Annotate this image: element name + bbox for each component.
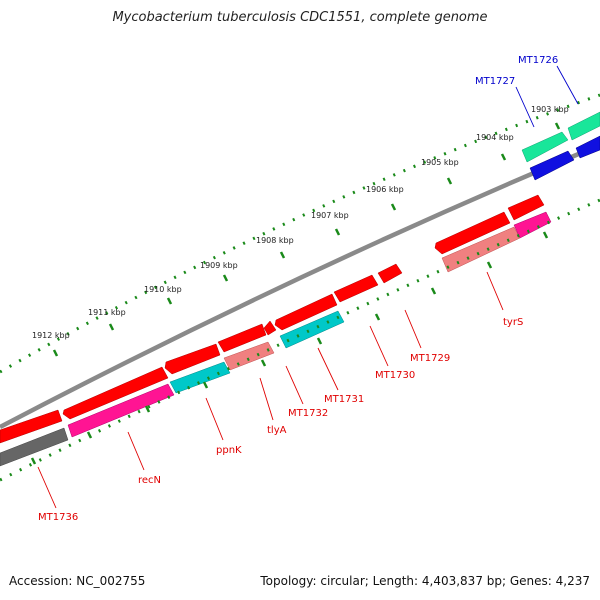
gene-label-recn: recN [138,475,161,486]
gene-mt1736 [0,409,63,444]
gene-mt1726 [567,111,600,141]
kbp-label-1909: 1909 kbp [200,261,238,270]
gene-mt1726-cds [575,135,600,159]
gene-label-mt1731: MT1731 [324,394,364,405]
kbp-label-1908: 1908 kbp [256,236,294,245]
gene-label-mt1726: MT1726 [518,55,558,66]
gene-label-mt1727: MT1727 [475,76,515,87]
feature-mt1736 [0,427,69,467]
feature-ppnk [169,361,231,394]
genome-summary-text: Topology: circular; Length: 4,403,837 bp… [260,574,590,588]
kbp-label-1906: 1906 kbp [366,185,404,194]
kbp-label-1904: 1904 kbp [476,133,514,142]
gene-mt1727 [521,131,569,163]
gene-label-mt1732: MT1732 [288,408,328,419]
gene-label-tlya: tlyA [267,425,287,436]
gene-mt1727-cds [529,150,575,181]
gene-tlya [217,323,267,353]
gene-label-mt1729: MT1729 [410,353,450,364]
gene-label-mt1730: MT1730 [375,370,415,381]
inner-major-ticks [30,231,549,465]
leader-lines-red [37,271,504,509]
feature-tlya [223,341,275,371]
gene-ppnk [164,343,221,375]
kbp-label-1903: 1903 kbp [531,105,569,114]
gene-tyrs-adjacent [507,194,545,221]
kbp-label-1907: 1907 kbp [311,211,349,220]
gene-label-ppnk: ppnK [216,445,242,456]
leader-lines-blue [515,65,579,128]
genome-backbone [0,142,600,429]
accession-text: Accession: NC_002755 [9,574,146,588]
gene-tyrs-upper [434,211,511,255]
gene-mt1731 [274,293,338,331]
kbp-label-1911: 1911 kbp [88,308,126,317]
gene-label-tyrs: tyrS [503,317,523,328]
gene-label-mt1736: MT1736 [38,512,78,523]
gene-mt1729 [377,263,403,284]
gene-mt1732 [263,320,277,336]
feature-tyrs-adjacent [513,211,552,239]
kbp-label-1910: 1910 kbp [144,285,182,294]
outer-major-ticks [52,122,561,357]
kbp-label-1905: 1905 kbp [421,158,459,167]
gene-mt1730 [333,274,379,303]
kbp-label-1912: 1912 kbp [32,331,70,340]
feature-mt1731 [279,310,345,349]
gene-recn [62,366,169,420]
feature-recn [67,383,175,438]
figure-title: Mycobacterium tuberculosis CDC1551, comp… [112,10,488,25]
